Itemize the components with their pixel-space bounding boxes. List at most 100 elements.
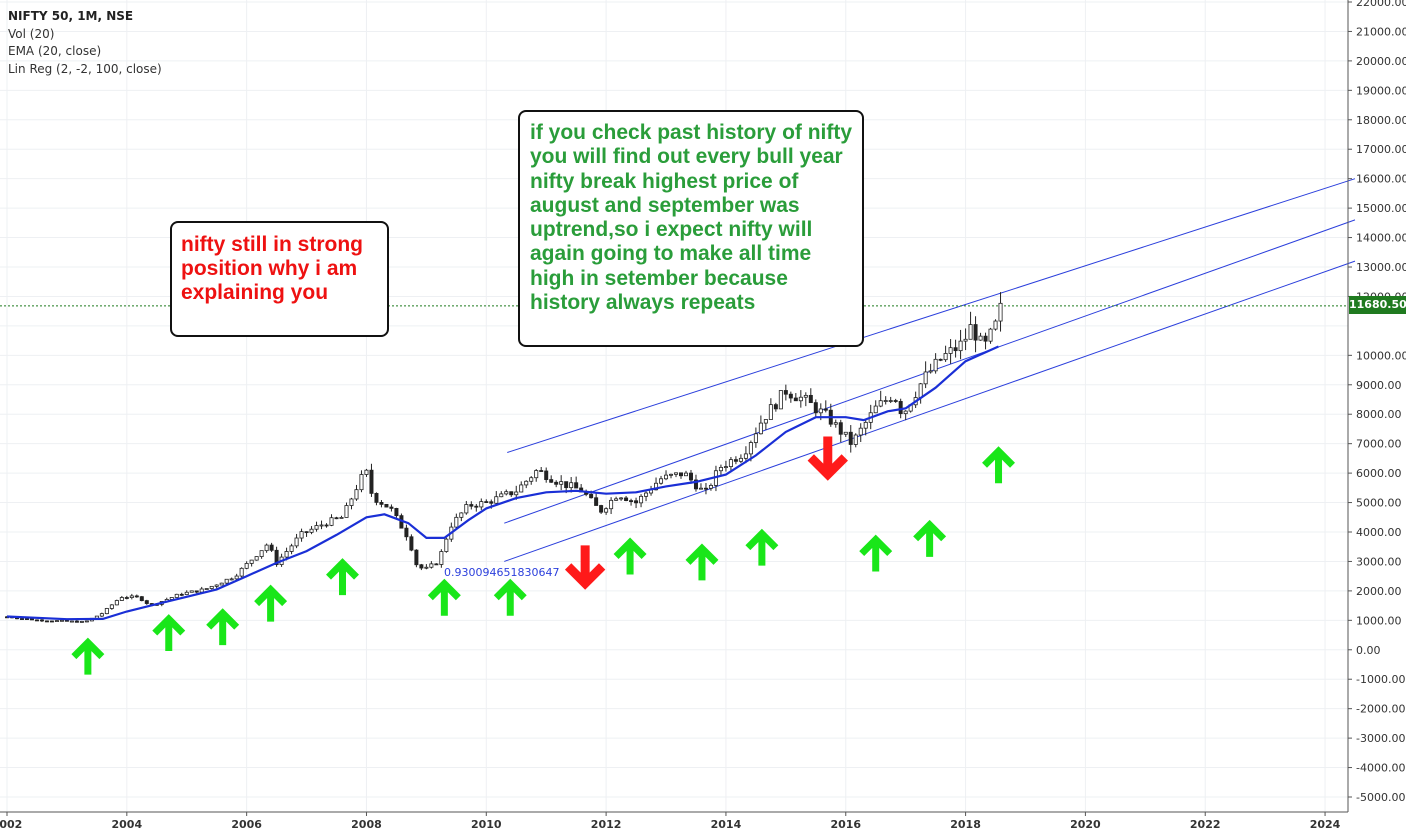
candle-body — [474, 505, 479, 508]
candle-body — [174, 593, 179, 598]
candle-body — [988, 328, 993, 342]
candle-body — [609, 499, 614, 510]
x-tick-label: 2004 — [112, 818, 143, 831]
candle-body — [329, 517, 334, 526]
y-tick-label: -1000.00 — [1356, 673, 1405, 686]
y-tick-label: 8000.00 — [1356, 408, 1402, 421]
candle-body — [559, 481, 564, 485]
candle-body — [134, 595, 139, 598]
candle-body — [998, 302, 1003, 322]
candle-body — [938, 358, 943, 361]
x-tick-label: 2020 — [1070, 818, 1101, 831]
y-tick-label: 6000.00 — [1356, 467, 1402, 480]
y-tick-label: 22000.00 — [1356, 0, 1406, 9]
y-tick-label: 19000.00 — [1356, 84, 1406, 97]
candle-body — [394, 507, 399, 517]
candle-body — [379, 502, 384, 505]
candle-body — [893, 400, 898, 402]
candle-body — [803, 394, 808, 398]
candle-body — [634, 500, 639, 504]
candle-body — [654, 482, 659, 491]
candle-body — [469, 504, 474, 507]
y-tick-label: 15000.00 — [1356, 202, 1406, 215]
candle-body — [664, 474, 669, 480]
y-tick-label: -3000.00 — [1356, 732, 1405, 745]
y-tick-label: 10000.00 — [1356, 349, 1406, 362]
x-tick-label: 2006 — [231, 818, 262, 831]
candle-body — [793, 397, 798, 402]
y-tick-label: 16000.00 — [1356, 173, 1406, 186]
candle-body — [424, 566, 429, 569]
up-arrow-icon — [613, 537, 647, 575]
candle-body — [39, 619, 44, 622]
y-tick-label: -2000.00 — [1356, 703, 1405, 716]
candle-body — [738, 457, 743, 462]
candle-body — [883, 400, 888, 402]
candle-body — [234, 575, 239, 580]
candle-body — [264, 544, 269, 552]
candle-body — [554, 481, 559, 485]
last-price-tag: 11680.50 — [1349, 296, 1406, 314]
candle-body — [669, 473, 674, 476]
candle-body — [534, 470, 539, 479]
candle-body — [549, 479, 554, 483]
candle-body — [878, 400, 883, 407]
candle-body — [494, 496, 499, 504]
candle-body — [199, 588, 204, 593]
candle-body — [723, 466, 728, 469]
candle-body — [284, 551, 289, 558]
x-tick-label: 2018 — [950, 818, 981, 831]
candle-body — [259, 550, 264, 557]
candle-body — [74, 620, 79, 623]
candle-body — [229, 578, 234, 581]
candle-body — [34, 619, 39, 622]
candle-body — [54, 620, 59, 622]
candle-body — [514, 491, 519, 496]
candle-body — [674, 472, 679, 475]
y-tick-label: 3000.00 — [1356, 555, 1402, 568]
y-tick-label: 21000.00 — [1356, 25, 1406, 38]
candle-body — [64, 619, 69, 622]
candle-body — [239, 567, 244, 577]
candle-body — [743, 453, 748, 459]
up-arrow-icon — [326, 558, 359, 596]
candle-body — [79, 621, 84, 623]
candle-body — [838, 422, 843, 435]
indicator-ema[interactable]: EMA (20, close) — [8, 44, 102, 58]
time-axis[interactable]: 2002 2004 2006 2008 2010 2012 2014 2016 2018 2020… — [0, 811, 1348, 831]
indicator-linreg[interactable]: Lin Reg (2, -2, 100, close) — [8, 61, 162, 76]
note-box-right: if you check past history of nifty you w… — [518, 110, 864, 347]
up-arrow-icon — [913, 519, 947, 557]
candle-body — [569, 482, 574, 489]
candle-body — [923, 371, 928, 385]
candle-body — [304, 531, 309, 534]
candle-body — [898, 401, 903, 415]
candle-body — [958, 340, 963, 352]
up-arrow-icon — [493, 578, 527, 616]
y-tick-label: 9000.00 — [1356, 379, 1402, 392]
chart-legend: NIFTY 50, 1M, NSE Vol (20) EMA (20, clos… — [8, 8, 162, 78]
candle-body — [99, 613, 104, 617]
candle-body — [289, 545, 294, 552]
candle-body — [973, 324, 978, 341]
candle-body — [119, 597, 124, 601]
candle-body — [679, 472, 684, 477]
candle-body — [204, 588, 209, 590]
candle-body — [873, 405, 878, 414]
price-axis[interactable]: 22000.00 21000.00 20000.00 19000.00 18000.00… — [1347, 0, 1406, 812]
candle-body — [953, 347, 958, 352]
channel-line-lower — [504, 260, 1356, 562]
candle-body — [384, 503, 389, 508]
candle-body — [129, 595, 134, 598]
candle-body — [624, 497, 629, 501]
candle-body — [439, 551, 444, 565]
up-arrow-icon — [685, 543, 719, 581]
indicator-volume[interactable]: Vol (20) — [8, 26, 55, 41]
candle-body — [858, 427, 863, 436]
candle-body — [224, 578, 229, 584]
candle-body — [639, 495, 644, 504]
candle-body — [254, 556, 259, 561]
candle-body — [614, 498, 619, 501]
candle-body — [444, 538, 449, 552]
candle-body — [708, 484, 713, 489]
